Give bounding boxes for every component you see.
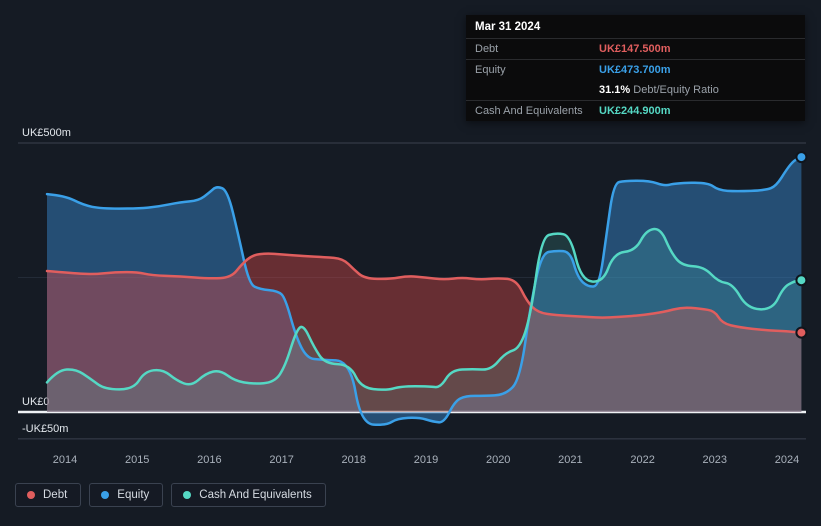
legend-label-debt: Debt — [43, 489, 68, 501]
tooltip-cash-value: UK£244.900m — [599, 105, 671, 117]
x-axis-label: 2019 — [414, 454, 438, 466]
tooltip-row-equity: Equity UK£473.700m — [466, 59, 805, 80]
x-axis-label: 2022 — [630, 454, 654, 466]
cash-endpoint-marker[interactable] — [795, 274, 808, 287]
x-axis-label: 2021 — [558, 454, 582, 466]
equity-endpoint-marker[interactable] — [795, 151, 808, 164]
x-axis-label: 2014 — [53, 454, 77, 466]
equity-dot-icon — [101, 491, 110, 499]
cash-area — [47, 229, 802, 412]
x-axis-label: 2015 — [125, 454, 149, 466]
tooltip-ratio-value: 31.1% Debt/Equity Ratio — [599, 84, 719, 96]
debt-dot-icon — [27, 491, 35, 499]
tooltip-equity-label: Equity — [475, 64, 506, 76]
x-axis-label: 2018 — [342, 454, 366, 466]
x-axis-label: 2016 — [197, 454, 221, 466]
debt-line — [45, 252, 803, 334]
y-axis-label: -UK£50m — [22, 423, 68, 435]
tooltip-row-cash: Cash And Equivalents UK£244.900m — [466, 100, 805, 121]
tooltip-equity-value: UK£473.700m — [599, 64, 671, 76]
legend-label-equity: Equity — [117, 489, 150, 501]
y-axis-label: UK£500m — [22, 127, 71, 139]
tooltip-debt-value: UK£147.500m — [599, 43, 671, 55]
legend-item-debt[interactable]: Debt — [15, 483, 82, 507]
tooltip-date: Mar 31 2024 — [475, 21, 541, 33]
cash-line — [45, 227, 803, 391]
legend-label-cash: Cash And Equivalents — [199, 489, 312, 501]
x-axis-label: 2023 — [703, 454, 727, 466]
chart-tooltip: Mar 31 2024 Debt UK£147.500m Equity UK£4… — [466, 15, 805, 121]
x-axis-label: 2024 — [775, 454, 799, 466]
legend-item-cash[interactable]: Cash And Equivalents — [171, 483, 326, 507]
debt-area — [47, 253, 802, 412]
debt-endpoint-marker[interactable] — [795, 326, 808, 339]
legend-item-equity[interactable]: Equity — [89, 483, 164, 507]
x-axis-label: 2020 — [486, 454, 510, 466]
tooltip-cash-label: Cash And Equivalents — [475, 105, 583, 117]
chart-legend: Debt Equity Cash And Equivalents — [15, 483, 326, 507]
x-axis-label: 2017 — [269, 454, 293, 466]
cash-dot-icon — [183, 491, 192, 499]
equity-line — [45, 155, 803, 426]
y-axis-label: UK£0 — [22, 396, 50, 408]
tooltip-row-ratio: 31.1% Debt/Equity Ratio — [466, 80, 805, 100]
tooltip-row-debt: Debt UK£147.500m — [466, 38, 805, 59]
tooltip-debt-label: Debt — [475, 43, 499, 55]
